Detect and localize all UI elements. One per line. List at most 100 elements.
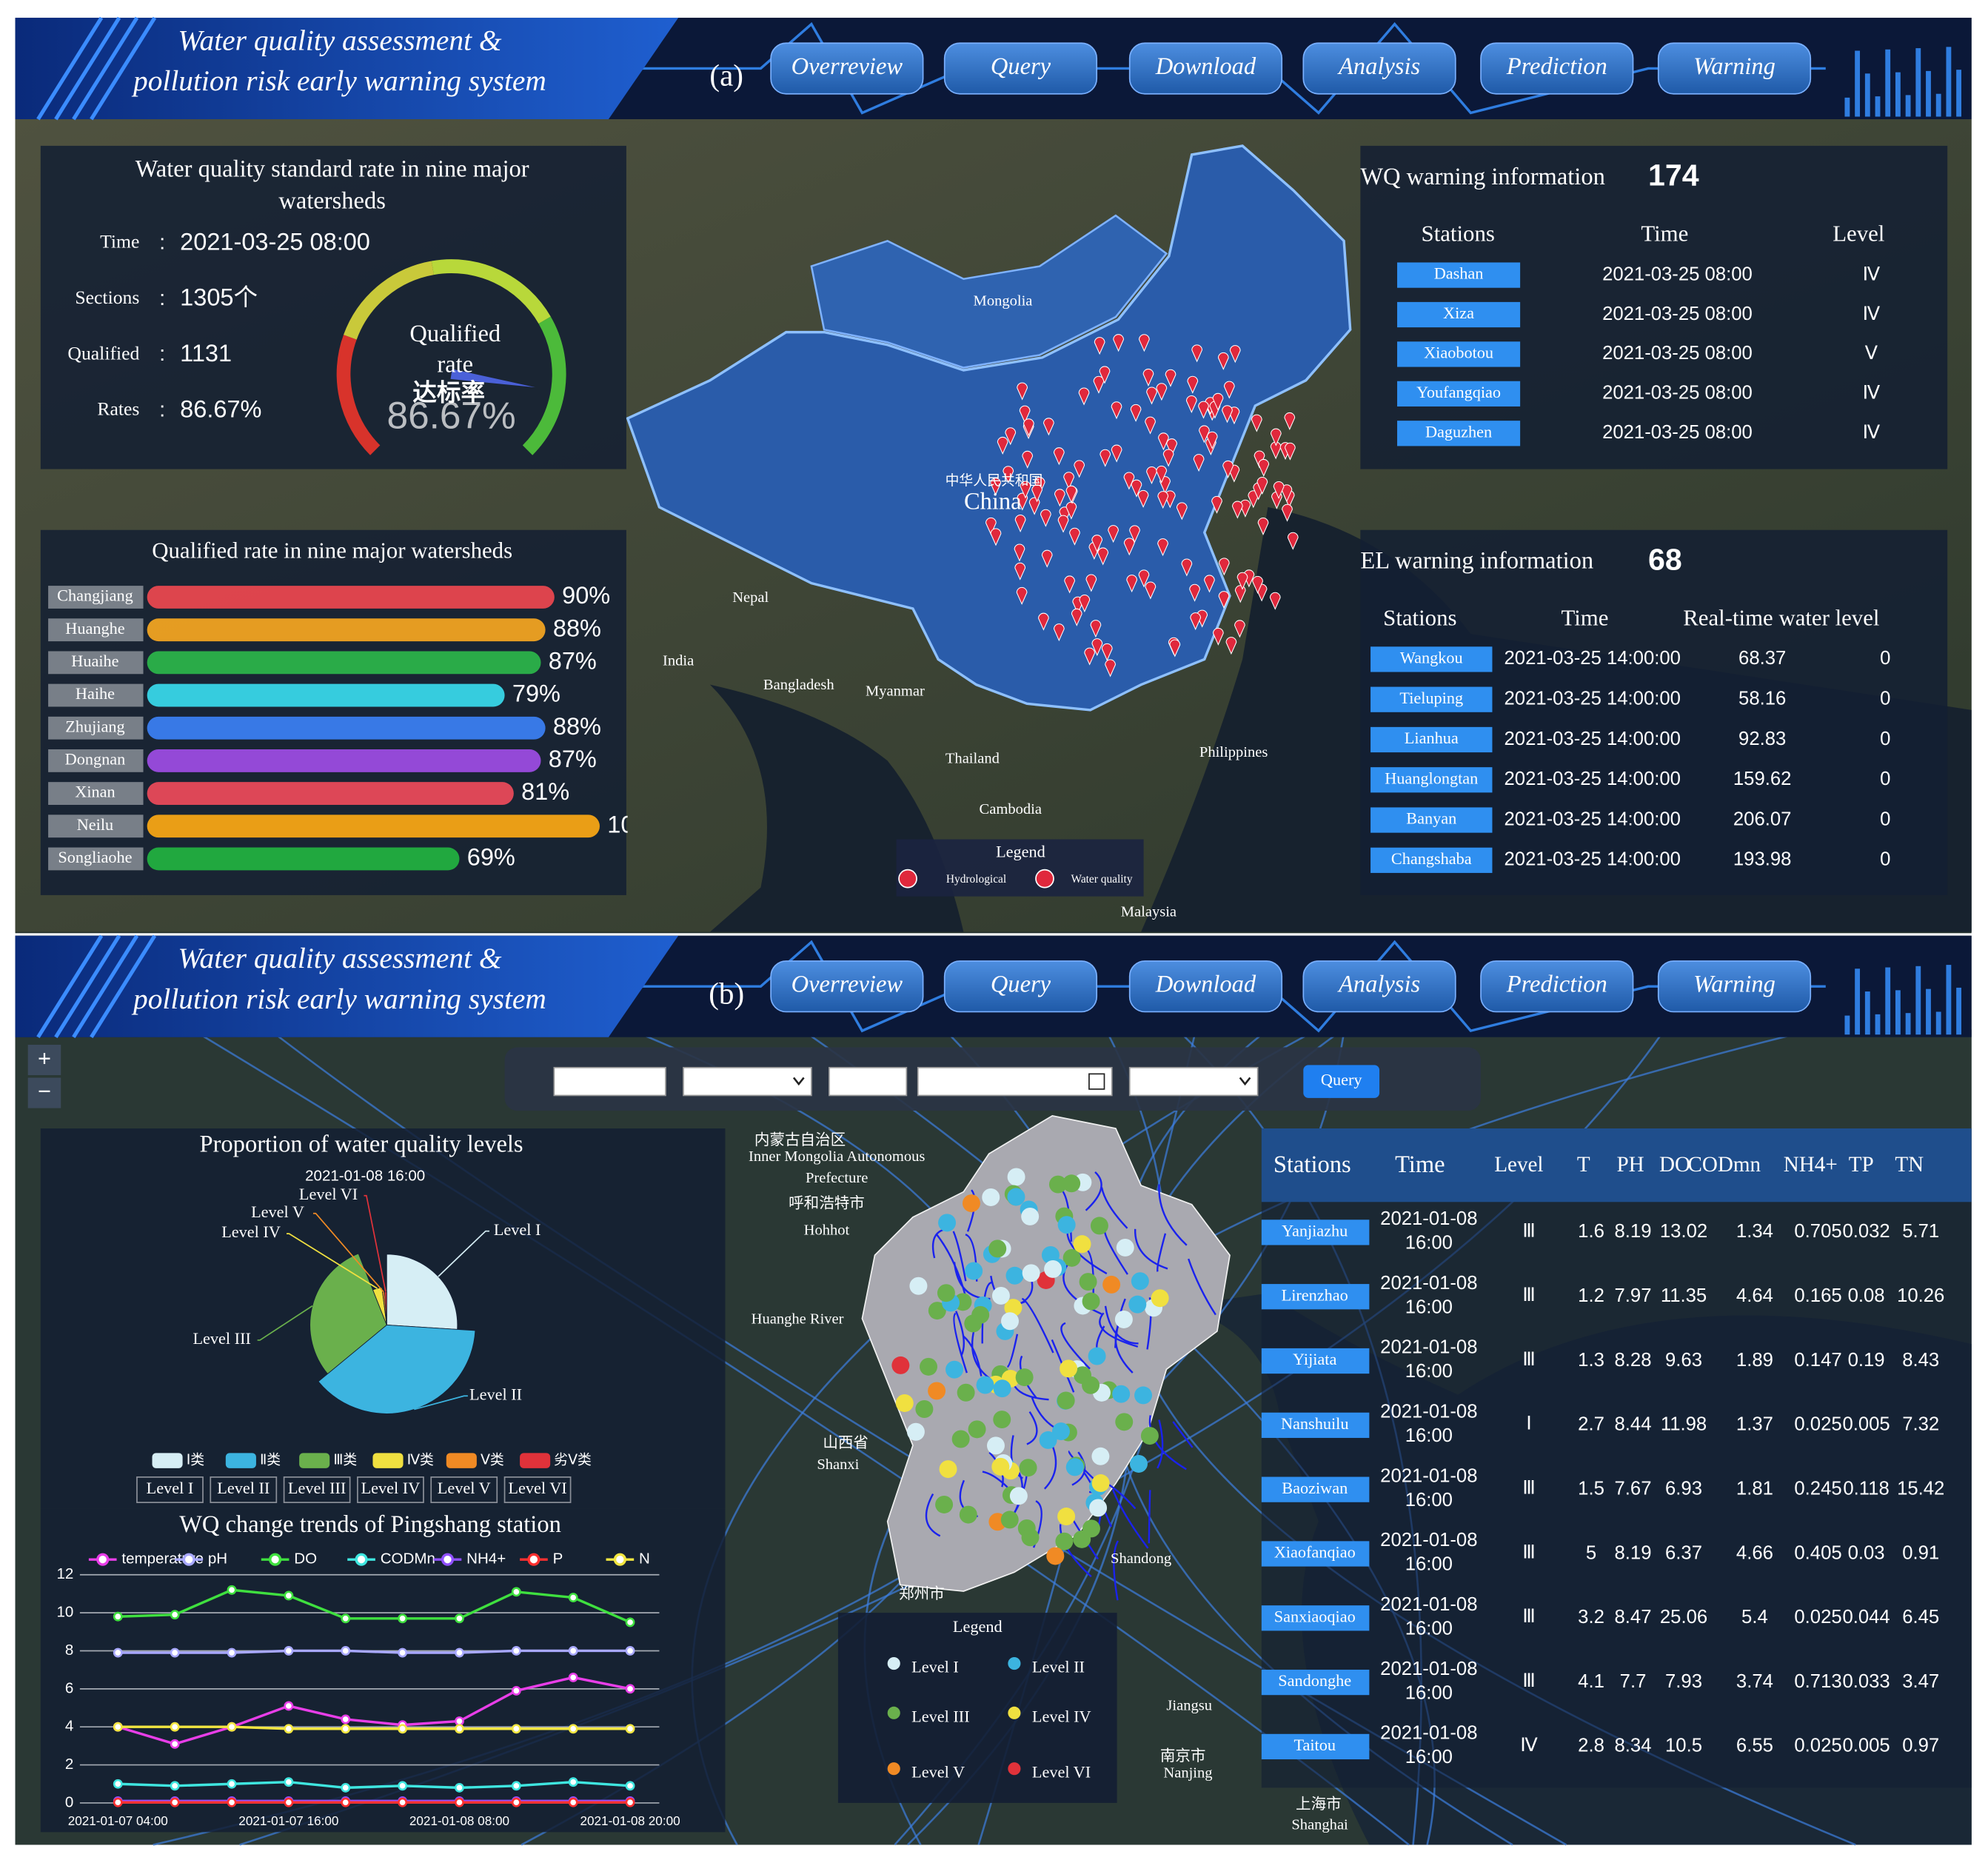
zoom-button[interactable] (27, 1044, 61, 1076)
nav-label[interactable]: Analysis (1337, 971, 1420, 998)
watershed-select[interactable] (683, 1066, 812, 1097)
column-header: T (1577, 1153, 1590, 1177)
cell: 1.81 (1736, 1478, 1773, 1499)
station-marker (1252, 575, 1263, 594)
slice-label: Level VI (299, 1185, 358, 1203)
nav-button[interactable] (1657, 42, 1812, 95)
station-dot (962, 1194, 980, 1213)
data-point (568, 1673, 578, 1682)
header-bars (1844, 1015, 1850, 1035)
nav-button[interactable] (1657, 960, 1812, 1013)
nav-label[interactable]: Query (991, 53, 1051, 80)
data-point (455, 1797, 464, 1807)
nav-button[interactable] (1128, 42, 1283, 95)
nav-button[interactable] (943, 960, 1098, 1013)
station-marker (1129, 525, 1140, 543)
select-caret (792, 1077, 805, 1086)
map-label: Prefecture (806, 1170, 868, 1186)
cell-hour: 16:00 (1405, 1682, 1453, 1703)
nav-button[interactable] (943, 42, 1098, 95)
station-marker (1123, 538, 1135, 556)
query-button[interactable] (1303, 1065, 1380, 1098)
station-marker (1251, 414, 1262, 432)
legend-swatch (152, 1453, 183, 1468)
nav-label[interactable]: Query (991, 971, 1051, 998)
date-input[interactable] (917, 1066, 1113, 1097)
cell: 7.67 (1615, 1478, 1652, 1499)
x-tick-label: 2021-01-07 04:00 (68, 1814, 168, 1828)
column-header: Level (1494, 1153, 1543, 1177)
cell: 2021-03-25 08:00 (1602, 383, 1753, 404)
station-dot (1019, 1459, 1037, 1477)
data-point (625, 1617, 635, 1628)
station-marker (1258, 458, 1270, 477)
row-value: 1131 (180, 340, 232, 367)
station-dot (939, 1460, 957, 1479)
cell: 6.37 (1665, 1542, 1702, 1563)
zoom-label[interactable]: + (38, 1046, 51, 1071)
nav-label[interactable]: Warning (1693, 971, 1776, 998)
station-dot (1065, 1458, 1084, 1476)
zoom-label[interactable]: − (38, 1078, 51, 1104)
y-tick-label: 10 (56, 1604, 73, 1621)
nav-label[interactable]: Overreview (791, 53, 903, 80)
cell: 3.2 (1578, 1607, 1604, 1628)
station-dot (976, 1376, 994, 1394)
legend-label: Level VI (1032, 1763, 1091, 1782)
hour-select[interactable] (1128, 1066, 1259, 1097)
station-marker (1094, 337, 1105, 355)
system-title: Water quality assessment & (178, 24, 501, 56)
nav-label[interactable]: Warning (1693, 53, 1776, 80)
station-marker (1176, 502, 1188, 521)
cell: 1.37 (1736, 1414, 1773, 1435)
date-input-text[interactable]: 2021/01/08 (923, 1071, 1005, 1089)
station-marker (1023, 418, 1034, 437)
cell-date: 2021-01-08 (1380, 1723, 1477, 1744)
query-button-text[interactable]: Query (1321, 1071, 1362, 1089)
nav-button[interactable] (1128, 960, 1283, 1013)
calendar-icon (1088, 1073, 1105, 1090)
nav-label[interactable]: Analysis (1337, 53, 1420, 80)
cell: 7.7 (1620, 1671, 1647, 1692)
nav-button[interactable] (1302, 960, 1456, 1013)
value-label: 90% (562, 582, 610, 609)
data-point (625, 1781, 635, 1791)
nav-label[interactable]: Prediction (1506, 53, 1607, 80)
watershed-select-text[interactable]: Haihe (728, 1071, 767, 1089)
nav-label[interactable]: Prediction (1506, 971, 1607, 998)
data-point (398, 1797, 408, 1807)
panel-box (1360, 529, 1948, 895)
cell-date: 2021-01-08 (1380, 1273, 1477, 1294)
zoom-button[interactable] (27, 1077, 61, 1108)
header-bars (1956, 70, 1962, 117)
station-dot (993, 1379, 1011, 1398)
nav-label[interactable]: Download (1155, 53, 1256, 80)
nav-button[interactable] (1480, 960, 1634, 1013)
station-marker (1142, 368, 1154, 387)
map-label: Jiangsu (1166, 1698, 1212, 1714)
label-box (553, 1066, 666, 1097)
nav-button[interactable] (770, 960, 924, 1013)
map-label: 南京市 (1160, 1747, 1206, 1764)
station-name: Daguzhen (1425, 422, 1492, 441)
station-box (1397, 301, 1521, 328)
nav-label[interactable]: Overreview (791, 971, 903, 998)
nav-label[interactable]: Download (1155, 971, 1256, 998)
station-name: Changshaba (1391, 849, 1472, 868)
nav-button[interactable] (1302, 42, 1456, 95)
data-point (625, 1797, 635, 1807)
legend-swatch (520, 1453, 551, 1468)
category-box (48, 651, 144, 675)
station-marker (1217, 352, 1229, 370)
cell-hour: 16:00 (1405, 1233, 1453, 1254)
cell: 0 (1880, 648, 1890, 669)
nav-button[interactable] (770, 42, 924, 95)
hour-select-text[interactable]: 16:00 (1135, 1071, 1177, 1089)
series-line (117, 1676, 631, 1746)
nav-button[interactable] (1480, 42, 1634, 95)
station-marker (1190, 612, 1202, 631)
data-point (511, 1587, 521, 1597)
column-header: Stations (1274, 1151, 1351, 1178)
cell: Ⅳ (1863, 304, 1881, 324)
mongolia (810, 214, 1168, 369)
